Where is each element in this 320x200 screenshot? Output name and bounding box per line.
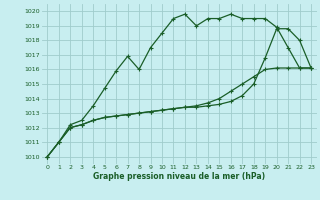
X-axis label: Graphe pression niveau de la mer (hPa): Graphe pression niveau de la mer (hPa) [93,172,265,181]
